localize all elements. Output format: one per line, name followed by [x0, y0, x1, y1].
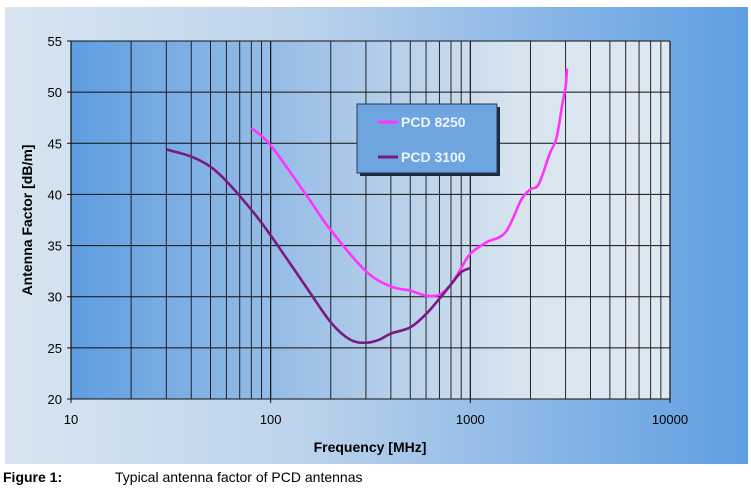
legend-label-pcd-8250: PCD 8250 [401, 114, 466, 130]
y-tick-label: 40 [48, 187, 62, 202]
series-line-pcd-3100 [165, 148, 471, 345]
x-tick-label: 10 [64, 412, 78, 427]
legend: PCD 8250 PCD 3100 [356, 103, 500, 176]
plot-area [71, 41, 670, 399]
y-axis-title: Antenna Factor [dB/m] [19, 145, 35, 296]
grid [70, 40, 671, 400]
caption-label: Figure 1: [3, 469, 62, 485]
series-line-pcd-8250 [250, 68, 569, 298]
y-tick-label: 20 [48, 392, 62, 407]
y-tick-label: 35 [48, 239, 62, 254]
x-axis-title: Frequency [MHz] [314, 439, 427, 455]
y-tick-label: 50 [48, 85, 62, 100]
y-tick-label: 55 [48, 34, 62, 49]
legend-box [356, 103, 498, 174]
legend-label-pcd-3100: PCD 3100 [401, 149, 466, 165]
x-tick-label: 100 [260, 412, 282, 427]
x-tick-label: 10000 [652, 412, 688, 427]
y-tick-label: 45 [48, 136, 62, 151]
tick-labels: 20 25 30 35 40 45 50 55 10 100 1000 10000 [48, 34, 689, 427]
caption-text: Typical antenna factor of PCD antennas [115, 469, 362, 485]
x-tick-label: 1000 [456, 412, 485, 427]
series-lines [165, 68, 569, 345]
y-tick-label: 25 [48, 341, 62, 356]
y-tick-label: 30 [48, 290, 62, 305]
